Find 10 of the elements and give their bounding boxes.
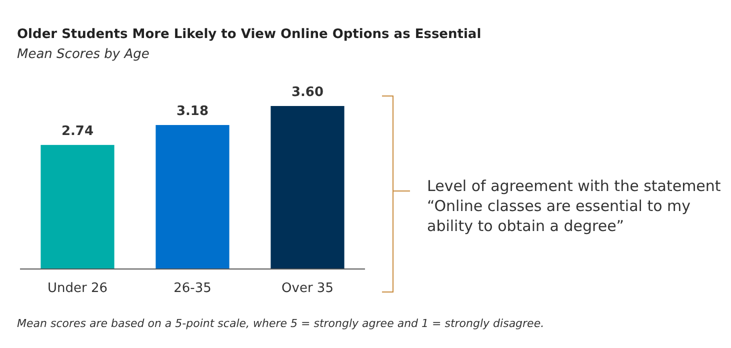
x-tick-label: 26-35 xyxy=(174,281,212,296)
x-tick-label: Under 26 xyxy=(47,281,108,296)
data-label: 3.18 xyxy=(176,104,209,120)
data-label: 2.74 xyxy=(61,124,94,139)
chart-subtitle: Mean Scores by Age xyxy=(17,47,150,62)
data-label: 3.60 xyxy=(291,85,324,100)
chart-title: Older Students More Likely to View Online Options as Essential xyxy=(17,27,482,42)
text: Mean scores are based on a 5-point scale, where 5 = strongly agree and 1 = strongly disagree. xyxy=(17,317,544,330)
x-tick-label: Over 35 xyxy=(282,281,334,296)
text: Level of agreement with the statement “Online classes are essential to my ability to obtain a degree” xyxy=(427,177,721,235)
